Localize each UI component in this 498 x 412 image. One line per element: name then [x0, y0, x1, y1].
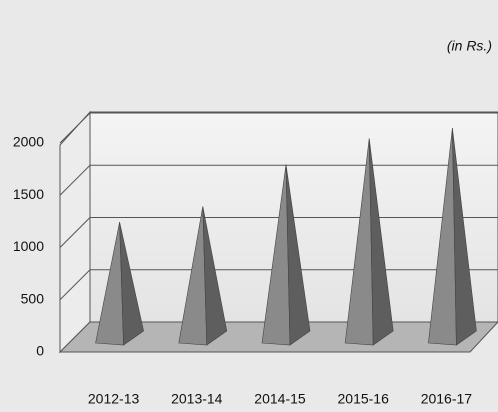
pyramid [95, 221, 144, 346]
x-tick-label: 2016-17 [421, 391, 473, 407]
grid-line [59, 112, 498, 144]
grid-line [59, 164, 498, 196]
y-tick-label: 1000 [13, 238, 44, 254]
pyramid [261, 164, 311, 346]
x-tick-label: 2015-16 [338, 391, 390, 407]
y-tick-label: 1500 [13, 186, 44, 202]
pyramid [344, 138, 394, 346]
pyramid [178, 206, 228, 346]
unit-note: (in Rs.) [447, 38, 492, 54]
x-tick-label: 2013-14 [171, 391, 223, 407]
pyramid-face [119, 221, 144, 346]
x-tick-label: 2014-15 [254, 391, 306, 407]
pyramid-face [452, 127, 477, 346]
pyramid-face [368, 138, 394, 346]
y-tick-label: 0 [36, 343, 44, 359]
x-tick-label: 2012-13 [88, 391, 140, 407]
pyramid-face [285, 164, 311, 346]
pyramid-face [202, 206, 228, 346]
pyramid [428, 127, 477, 346]
y-tick-label: 2000 [13, 134, 44, 150]
y-tick-label: 500 [21, 290, 45, 306]
